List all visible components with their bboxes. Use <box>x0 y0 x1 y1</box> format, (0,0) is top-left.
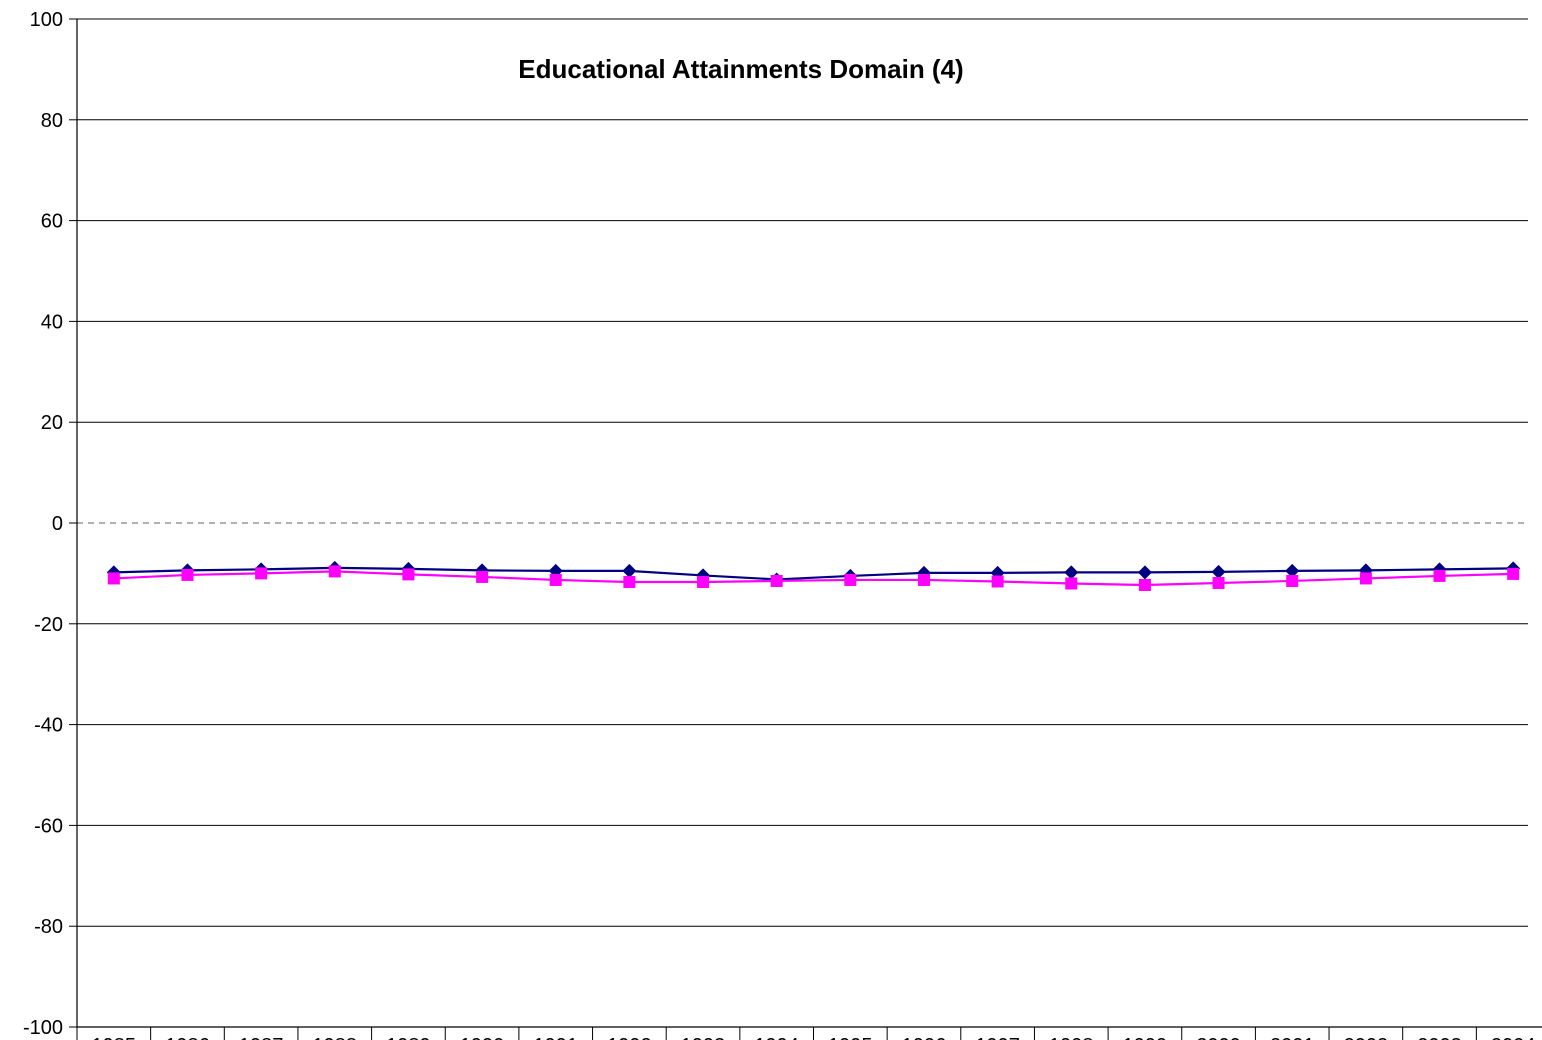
data-point <box>770 574 783 587</box>
data-point <box>181 568 194 581</box>
data-point <box>697 575 710 588</box>
series-line <box>113 570 1514 587</box>
data-point <box>1064 565 1079 580</box>
data-point <box>549 573 562 586</box>
series-1 <box>106 560 1521 587</box>
x-category-label: 1994 <box>754 1035 799 1040</box>
y-tick-label: 100 <box>30 9 63 31</box>
data-point <box>1285 563 1300 578</box>
x-category-label: 1989 <box>386 1035 431 1040</box>
series-2 <box>107 565 1520 591</box>
gridlines <box>77 18 1528 927</box>
y-tick-label: -80 <box>34 916 63 938</box>
data-point <box>991 575 1004 588</box>
data-point <box>476 570 489 583</box>
x-category-label: 1997 <box>975 1035 1020 1040</box>
data-point <box>917 573 930 586</box>
y-tick-label: -60 <box>34 815 63 837</box>
x-category-label: 1990 <box>460 1035 505 1040</box>
x-category-label: 1995 <box>828 1035 873 1040</box>
data-point <box>844 573 857 586</box>
x-category-label: 1991 <box>533 1035 578 1040</box>
data-point <box>1433 569 1446 582</box>
data-point <box>107 572 120 585</box>
x-category-label: 1987 <box>239 1035 284 1040</box>
x-category-label: 1998 <box>1049 1035 1094 1040</box>
series-line <box>113 566 1514 581</box>
data-point <box>1286 574 1299 587</box>
y-tick-label: -20 <box>34 614 63 636</box>
data-point <box>1211 564 1226 579</box>
data-point <box>255 567 268 580</box>
x-category-label: 1985 <box>92 1035 137 1040</box>
axes <box>69 18 1542 1040</box>
y-tick-label: 40 <box>41 311 63 333</box>
x-category-label: 2003 <box>1417 1035 1462 1040</box>
x-category-label: 2002 <box>1344 1035 1389 1040</box>
data-point <box>1507 567 1520 580</box>
y-axis-tick-labels: 100 80 60 40 20 0 -20 -40 -60 -80 -100 <box>23 9 63 1039</box>
y-tick-label: 0 <box>52 513 63 535</box>
y-tick-label: 60 <box>41 211 63 233</box>
data-point <box>1138 578 1151 591</box>
data-point <box>402 568 415 581</box>
x-category-label: 1996 <box>902 1035 947 1040</box>
x-category-label: 1988 <box>313 1035 358 1040</box>
y-tick-label: -100 <box>23 1017 63 1039</box>
data-point <box>1065 577 1078 590</box>
data-point <box>622 563 637 578</box>
data-point <box>1359 572 1372 585</box>
series-lines <box>106 560 1521 591</box>
x-category-label: 1993 <box>681 1035 726 1040</box>
y-tick-label: -40 <box>34 715 63 737</box>
data-point <box>1212 576 1225 589</box>
x-category-label: 2001 <box>1270 1035 1315 1040</box>
x-category-label: 2000 <box>1196 1035 1241 1040</box>
y-tick-label: 20 <box>41 412 63 434</box>
x-category-label: 1992 <box>607 1035 652 1040</box>
data-point <box>328 565 341 578</box>
chart-title: Educational Attainments Domain (4) <box>518 54 963 84</box>
x-axis-category-labels: 1985 1986 1987 1988 1989 1990 1991 1992 1993 1994… <box>92 1035 1536 1040</box>
x-category-label: 2004 <box>1491 1035 1536 1040</box>
data-point <box>1137 565 1152 580</box>
x-category-label: 1999 <box>1123 1035 1168 1040</box>
y-tick-label: 80 <box>41 110 63 132</box>
data-point <box>623 575 636 588</box>
x-category-label: 1986 <box>165 1035 210 1040</box>
